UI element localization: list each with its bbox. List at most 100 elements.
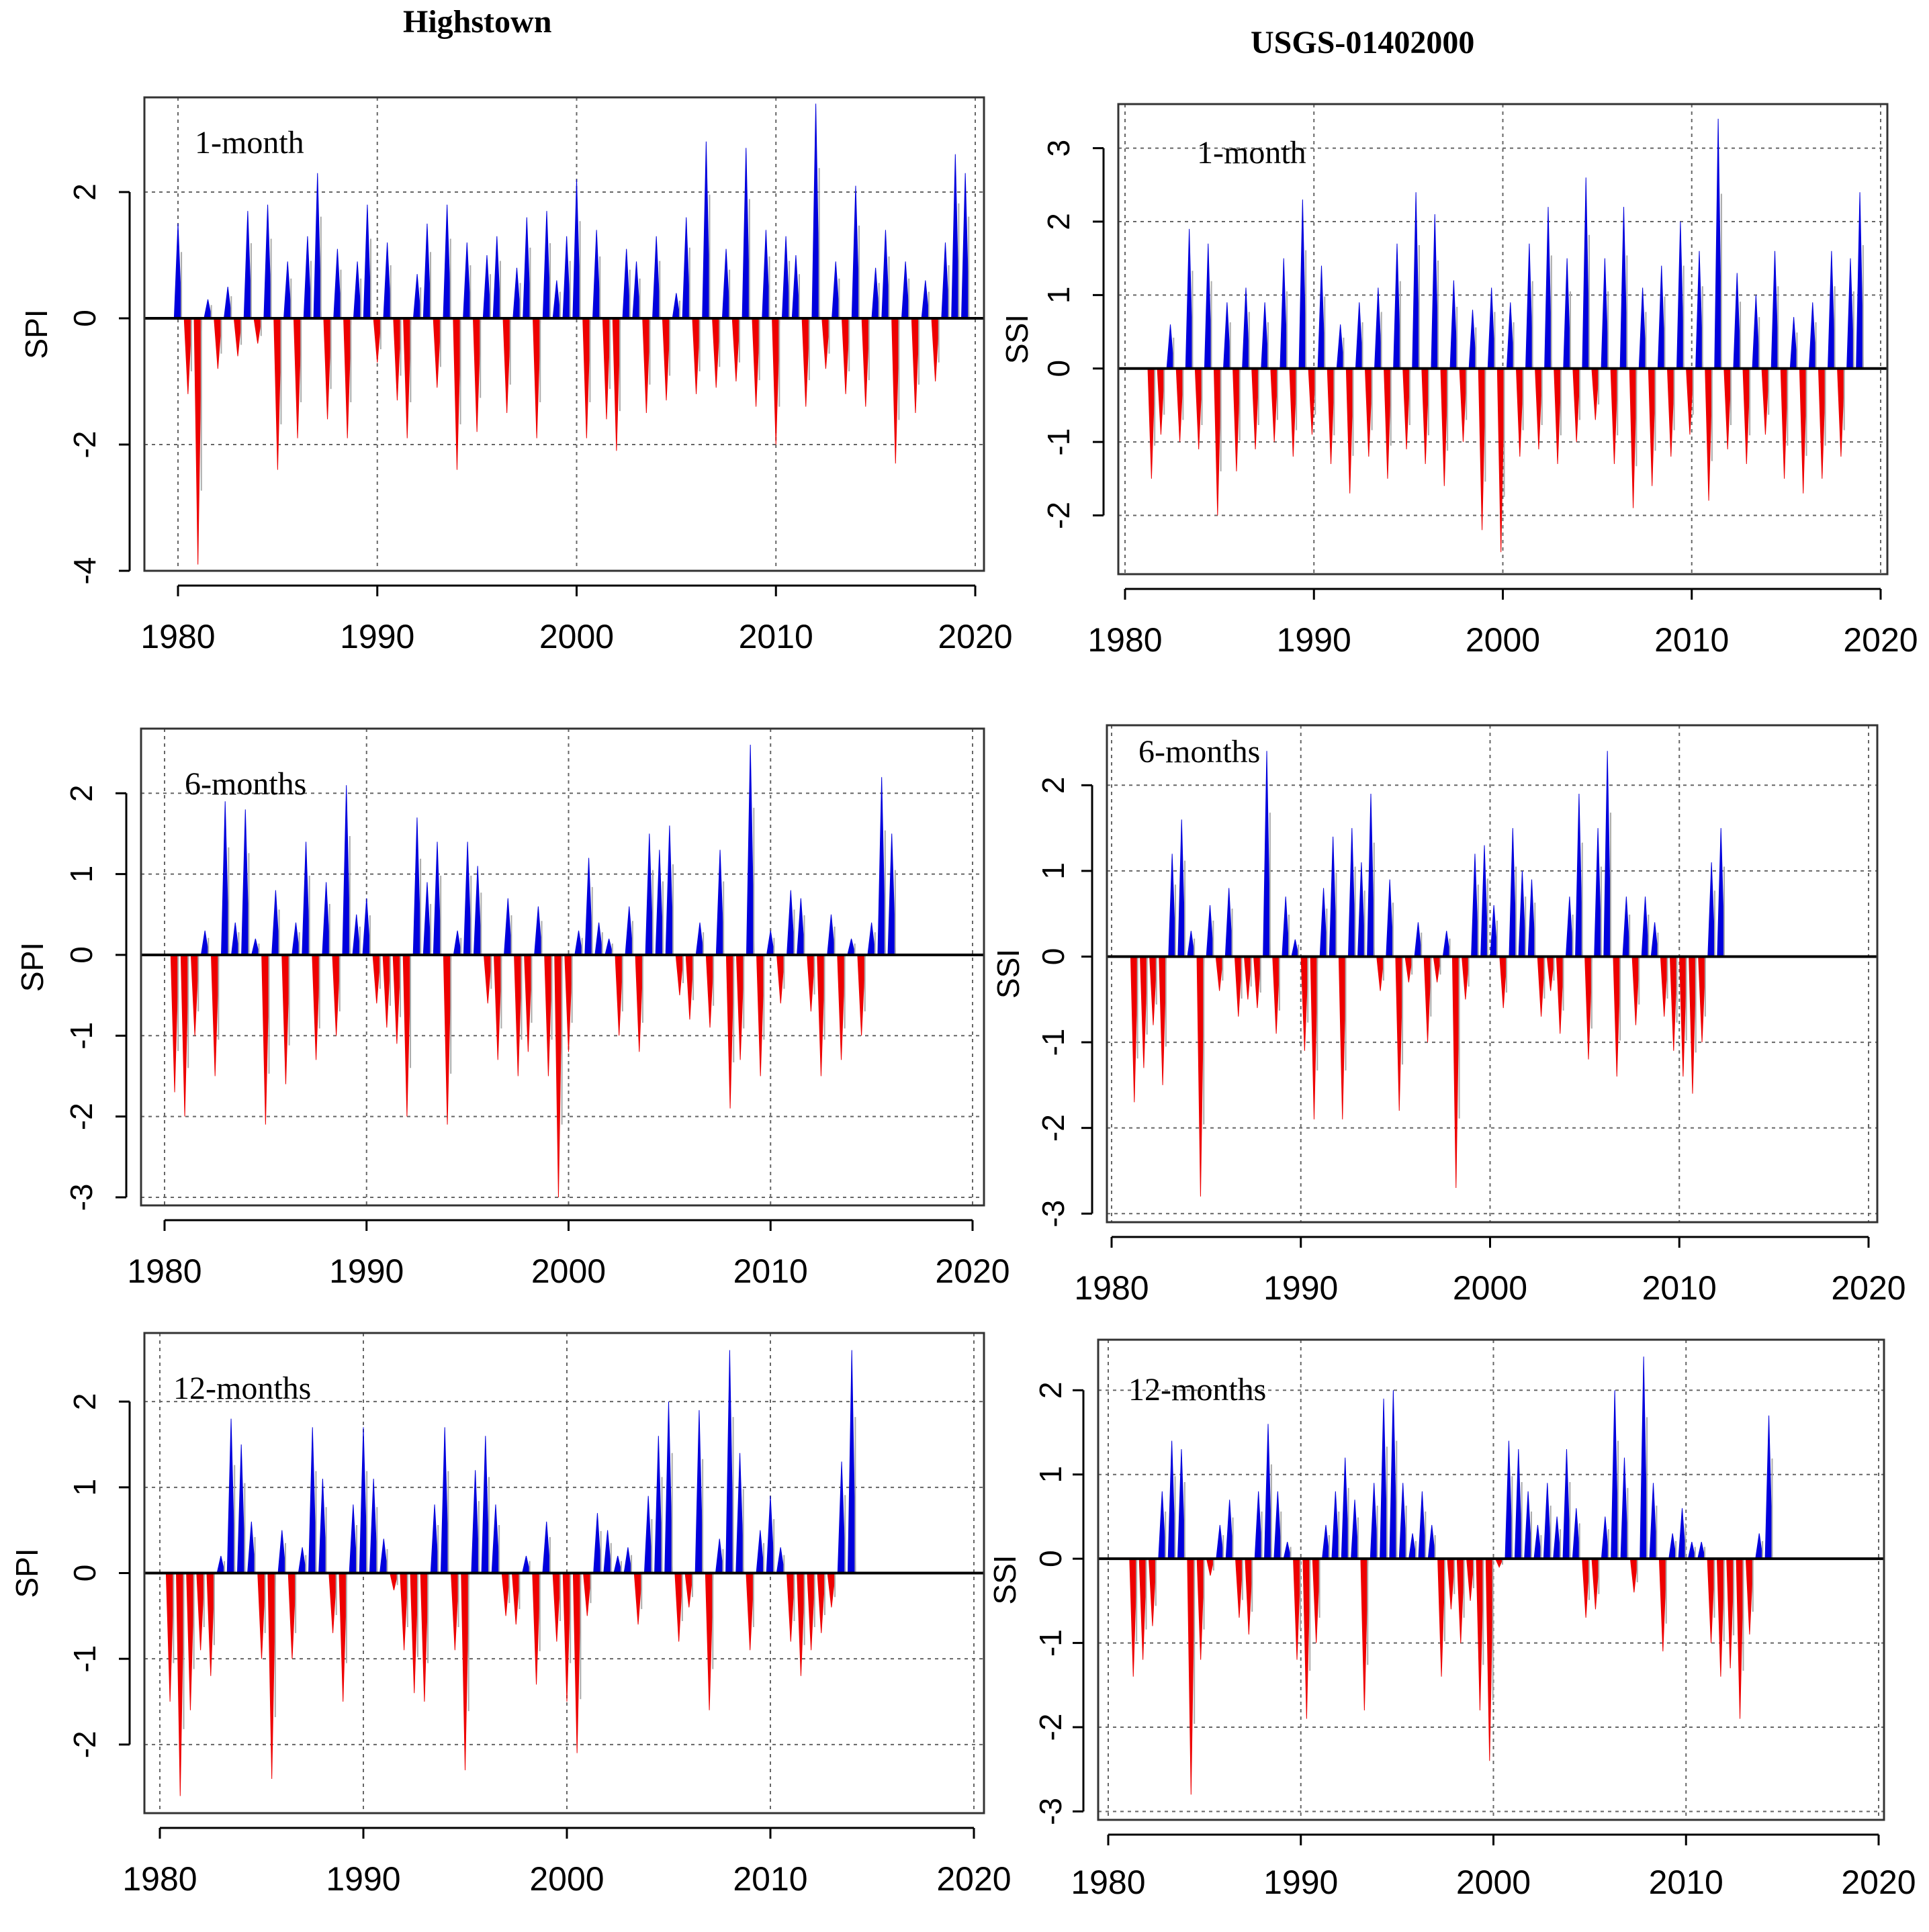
data-spike: [1648, 368, 1656, 486]
data-spike: [1745, 1558, 1754, 1635]
x-tick-label: 1980: [122, 1860, 197, 1898]
data-spike: [1147, 368, 1156, 479]
data-spike: [251, 938, 260, 956]
data-spike: [1442, 931, 1451, 957]
x-tick-label: 2010: [1649, 1864, 1723, 1901]
y-tick-label: 0: [64, 946, 99, 964]
data-spike: [312, 954, 320, 1060]
data-spike: [881, 230, 890, 319]
x-tick-label: 2020: [936, 1860, 1011, 1898]
y-axis-label: SPI: [19, 309, 54, 359]
data-spike: [512, 267, 521, 319]
x-tick-label: 2020: [1843, 621, 1918, 659]
data-spike: [1367, 794, 1375, 957]
data-spike: [791, 255, 801, 319]
data-spike: [766, 1496, 775, 1573]
data-spike: [372, 954, 382, 1004]
data-spike: [807, 1573, 815, 1651]
data-spike: [1518, 870, 1527, 957]
data-spike: [1395, 956, 1404, 1111]
data-spike: [523, 217, 531, 319]
x-tick-label: 2010: [1642, 1269, 1717, 1307]
data-spike: [772, 318, 780, 445]
data-spike: [1166, 324, 1175, 369]
data-spike: [522, 1555, 531, 1573]
data-spike: [379, 1538, 388, 1573]
data-spike: [363, 204, 372, 319]
y-tick-label: 2: [67, 183, 102, 201]
data-spike: [1660, 956, 1668, 1017]
data-spike: [612, 318, 621, 451]
y-tick-label: -2: [67, 431, 102, 459]
data-spike: [731, 318, 741, 382]
data-spike: [1264, 1424, 1272, 1559]
data-spike: [1138, 1558, 1147, 1660]
data-spike: [562, 236, 571, 319]
data-spike: [1764, 1415, 1773, 1559]
data-spike: [302, 841, 310, 956]
data-spike: [712, 318, 721, 388]
data-spike: [675, 954, 684, 996]
data-spike: [283, 261, 292, 319]
data-spike: [574, 930, 583, 956]
data-spike: [1466, 1558, 1475, 1601]
panel-label: 1-month: [195, 125, 304, 160]
data-spike: [362, 898, 371, 956]
data-spike: [1856, 192, 1864, 369]
data-spike: [1322, 1524, 1331, 1559]
data-spike: [1456, 1558, 1465, 1643]
x-tick-label: 2000: [1466, 621, 1540, 659]
data-spike: [1245, 1558, 1253, 1635]
data-spike: [921, 280, 930, 319]
y-tick-label: 2: [1036, 777, 1071, 794]
data-spike: [1582, 177, 1590, 369]
y-tick-label: -3: [64, 1184, 99, 1211]
data-spike: [1351, 1500, 1359, 1559]
data-spike: [552, 1573, 562, 1642]
data-spike: [781, 236, 791, 319]
plot-frame: [140, 727, 985, 1207]
data-spike: [1393, 243, 1401, 369]
data-spike: [1177, 819, 1186, 957]
data-spike: [1499, 956, 1508, 1009]
data-spike: [1582, 1558, 1590, 1618]
x-tick-label: 1980: [127, 1252, 201, 1290]
data-spike: [1254, 1491, 1263, 1559]
data-spike: [1418, 1491, 1427, 1559]
data-spike: [1640, 1356, 1648, 1559]
data-spike: [542, 1521, 551, 1573]
data-spike: [1216, 1524, 1224, 1559]
data-spike: [532, 1573, 541, 1685]
data-spike: [532, 318, 541, 439]
data-spike: [1167, 1440, 1176, 1559]
data-spike: [1293, 1558, 1301, 1660]
data-spike: [817, 1573, 826, 1633]
data-spike: [471, 1470, 480, 1573]
data-spike: [1562, 1449, 1571, 1559]
plot-frame: [1117, 103, 1889, 576]
data-spike: [186, 1573, 195, 1710]
data-spike: [1402, 368, 1410, 450]
data-spike: [313, 173, 322, 319]
data-spike: [961, 173, 970, 319]
data-spike: [1563, 258, 1571, 369]
data-spike: [223, 286, 232, 319]
data-spike: [483, 954, 492, 1004]
data-spike: [1310, 956, 1318, 1119]
data-spike: [682, 217, 690, 319]
data-spike: [318, 1479, 327, 1573]
y-tick-label: 3: [1041, 140, 1076, 157]
data-spike: [1780, 368, 1789, 479]
data-spike: [511, 1573, 521, 1625]
data-spike: [1638, 287, 1647, 369]
data-spike: [1364, 368, 1373, 457]
chart-panel-4: 1980 1990 2000 2010 2020 -3 -2 -1 0 1 2 SSI 6-months: [991, 724, 1906, 1307]
data-spike: [1468, 310, 1477, 369]
data-spike: [1525, 243, 1533, 369]
data-spike: [206, 1573, 216, 1676]
data-spike: [721, 248, 731, 319]
data-spike: [705, 954, 715, 1028]
data-spike: [214, 318, 222, 369]
data-spike: [1770, 250, 1779, 369]
data-spike: [453, 930, 462, 956]
